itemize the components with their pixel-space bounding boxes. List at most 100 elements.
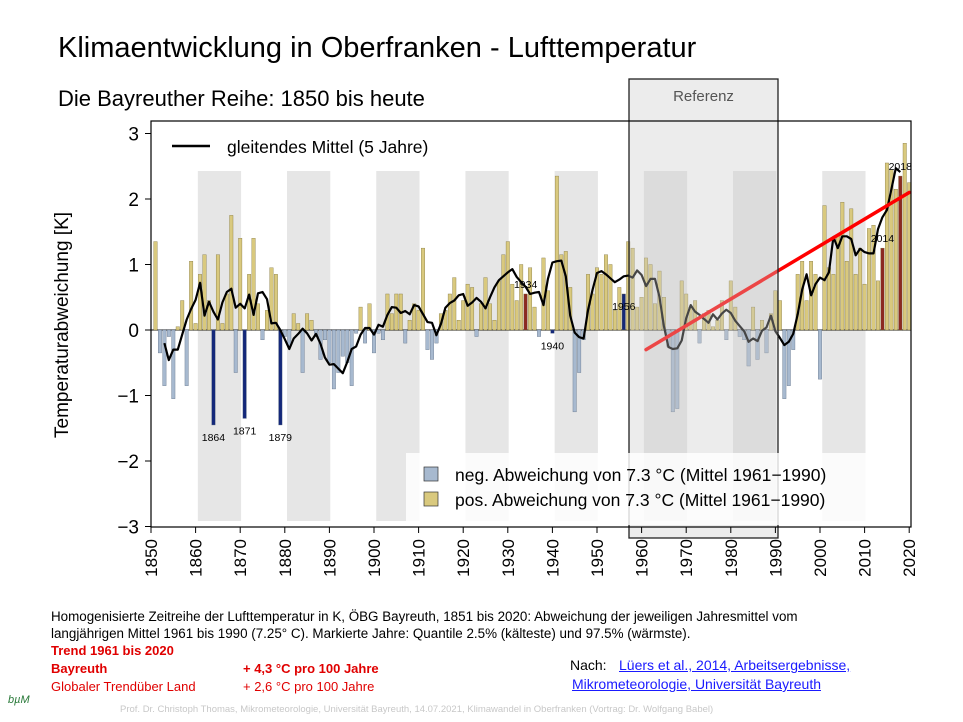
bar-1980 — [728, 280, 733, 331]
bar-1936 — [532, 306, 537, 331]
bar-1963 — [653, 303, 657, 331]
bar-1909 — [412, 303, 417, 331]
bar-1914 — [434, 329, 439, 344]
y-tick-label-3: 0 — [128, 321, 139, 342]
bar-1853 — [162, 329, 167, 386]
bar-1905 — [394, 293, 399, 331]
bar-2013 — [876, 280, 880, 331]
bar-1890 — [327, 329, 332, 363]
bar-1926 — [488, 303, 492, 331]
bar-2004 — [835, 234, 840, 331]
bar-1900 — [372, 329, 376, 354]
slide-subtitle: Die Bayreuther Reihe: 1850 bis heute — [58, 86, 425, 111]
x-tick-label-2010: 2010 — [856, 539, 875, 577]
bar-1876 — [265, 310, 269, 331]
extreme-label-2018: 2018 — [889, 161, 913, 173]
x-tick-label-1910: 1910 — [410, 539, 429, 577]
reference-label: Referenz — [673, 88, 734, 105]
bar-1958 — [630, 247, 635, 331]
bar-1852 — [158, 329, 162, 354]
bar-1985 — [751, 306, 756, 331]
chart-description: Homogenisierte Zeitreihe der Lufttempera… — [51, 608, 921, 642]
bar-1937 — [537, 329, 541, 337]
bar-1892 — [336, 329, 341, 373]
bar-1961 — [644, 257, 648, 331]
bar-1883 — [296, 323, 301, 331]
x-tick-label-1900: 1900 — [365, 539, 384, 577]
bar-1907 — [403, 329, 408, 344]
x-tick-label-1860: 1860 — [187, 539, 206, 577]
bar-2006 — [844, 261, 849, 331]
bar-1910 — [416, 310, 421, 331]
bar-2005 — [840, 202, 845, 331]
extreme-label-1934: 1934 — [514, 279, 538, 291]
bar-2017 — [893, 189, 898, 331]
bar-1898 — [363, 329, 367, 344]
x-tick-label-1850: 1850 — [142, 539, 161, 577]
chart-description-line-1: Homogenisierte Zeitreihe der Lufttempera… — [51, 609, 798, 624]
bar-2009 — [858, 247, 863, 331]
bar-1875 — [260, 329, 265, 340]
chart-description-line-2: langjährigen Mittel 1961 bis 1990 (7.25°… — [51, 626, 691, 641]
bar-1973 — [697, 329, 702, 344]
x-tick-label-1960: 1960 — [633, 539, 652, 577]
bar-1858 — [184, 329, 189, 386]
bar-1867 — [224, 293, 229, 331]
bar-1918 — [452, 277, 457, 331]
y-tick-label-0: 3 — [128, 125, 139, 146]
trend-bayreuth-label: Bayreuth — [51, 661, 108, 676]
bar-1896 — [354, 329, 359, 334]
x-tick-label-1990: 1990 — [766, 539, 785, 577]
trend-bayreuth-value: + 4,3 °C pro 100 Jahre — [243, 661, 379, 676]
bar-2011 — [867, 228, 871, 331]
source-link-line-2[interactable]: Mikrometeorologie, Universität Bayreuth — [572, 676, 821, 692]
bar-1885 — [305, 313, 310, 331]
bar-2015 — [884, 162, 889, 331]
trend-heading: Trend 1961 bis 2020 — [51, 643, 174, 658]
bar-1869 — [233, 329, 238, 373]
bar-1935 — [528, 267, 533, 331]
bar-1957 — [626, 241, 631, 331]
bar-1919 — [456, 319, 461, 331]
bar-2008 — [853, 274, 858, 331]
bar-1851 — [153, 241, 158, 331]
bar-1984 — [746, 329, 751, 367]
x-tick-label-1940: 1940 — [543, 539, 562, 577]
bar-2019 — [902, 143, 907, 331]
bar-1999 — [813, 274, 818, 331]
bar-1928 — [496, 280, 501, 331]
plot-frame — [150, 120, 912, 528]
trend-global-label: Globaler Trendüber Land — [51, 679, 196, 694]
bar-1874 — [256, 303, 260, 331]
bar-2007 — [849, 208, 854, 331]
source-link-line-1[interactable]: Lüers et al., 2014, Arbeitsergebnisse, — [619, 657, 851, 673]
bar-1862 — [202, 254, 207, 331]
legend-box — [406, 453, 910, 525]
extreme-label-1956: 1956 — [612, 301, 636, 313]
bar-1899 — [367, 303, 372, 331]
bar-1878 — [273, 274, 278, 331]
bar-1873 — [251, 238, 256, 331]
bar-1934 — [523, 293, 528, 331]
bar-1988 — [764, 329, 769, 354]
x-tick-label-1890: 1890 — [320, 539, 339, 577]
bar-1891 — [331, 329, 336, 390]
bar-1940 — [550, 329, 555, 334]
bar-1930 — [505, 241, 510, 331]
slide-footer: Prof. Dr. Christoph Thomas, Mikrometeoro… — [120, 704, 714, 715]
bar-1946 — [577, 329, 582, 373]
bar-2003 — [831, 274, 836, 331]
x-tick-label-1880: 1880 — [276, 539, 295, 577]
bar-2002 — [827, 267, 831, 331]
bar-1920 — [461, 300, 466, 331]
bar-1929 — [501, 254, 506, 331]
bar-2001 — [822, 205, 827, 331]
x-tick-label-1930: 1930 — [499, 539, 518, 577]
bar-1865 — [215, 254, 220, 331]
bar-1967 — [670, 329, 675, 413]
bar-1952 — [604, 254, 608, 331]
bar-1972 — [693, 300, 698, 331]
bar-1945 — [572, 329, 577, 413]
bar-1931 — [510, 283, 515, 331]
